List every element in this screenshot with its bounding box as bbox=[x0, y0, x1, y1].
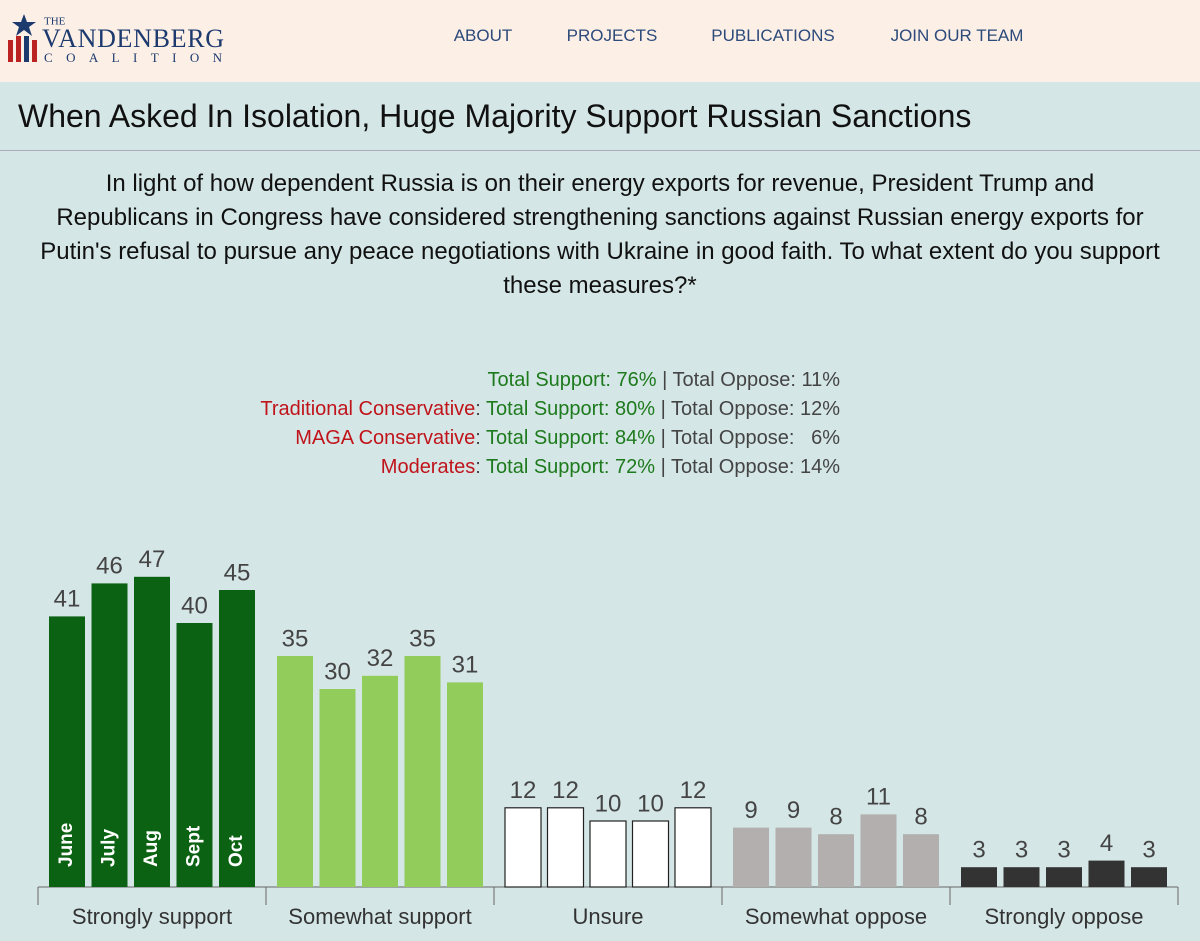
logo-main: VANDENBERG bbox=[42, 24, 224, 53]
x-tick-label: Strongly oppose bbox=[985, 904, 1144, 929]
nav-link[interactable]: ABOUT bbox=[453, 26, 513, 45]
summary-segment: | Total Oppose: 14% bbox=[655, 456, 840, 478]
summary-segment: | Total Oppose: 12% bbox=[655, 398, 840, 420]
value-label: 12 bbox=[510, 777, 537, 804]
logo-stripe bbox=[8, 40, 13, 62]
value-label: 10 bbox=[595, 790, 622, 817]
value-label: 35 bbox=[409, 625, 436, 652]
summary-segment: MAGA Conservative bbox=[295, 427, 476, 449]
value-label: 3 bbox=[972, 837, 985, 864]
bar bbox=[546, 807, 585, 888]
value-label: 45 bbox=[224, 559, 251, 586]
value-label: 4 bbox=[1100, 830, 1113, 857]
value-label: 3 bbox=[1057, 837, 1070, 864]
bar bbox=[219, 590, 255, 887]
summary-segment: Total Support: 80% bbox=[480, 398, 656, 420]
bar bbox=[1003, 867, 1040, 887]
bar bbox=[631, 820, 670, 888]
value-label: 12 bbox=[552, 777, 579, 804]
bar bbox=[589, 820, 627, 888]
bar bbox=[362, 675, 398, 887]
summary-segment: | Total Oppose: 11% bbox=[656, 369, 840, 391]
series-label: Aug bbox=[141, 830, 162, 867]
logo[interactable]: THE VANDENBERG COALITION bbox=[0, 0, 240, 82]
series-label: Oct bbox=[226, 835, 247, 867]
value-label: 32 bbox=[367, 645, 394, 672]
value-label: 41 bbox=[54, 586, 81, 613]
bar bbox=[277, 656, 313, 887]
value-label: 11 bbox=[866, 784, 891, 811]
nav-link[interactable]: PUBLICATIONS bbox=[711, 26, 835, 45]
bar bbox=[1046, 867, 1082, 887]
summary-segment: Total Support: 84% bbox=[480, 427, 656, 449]
logo-sub: COALITION bbox=[44, 50, 223, 65]
divider bbox=[0, 150, 1200, 151]
bar bbox=[1088, 860, 1125, 887]
bar bbox=[49, 616, 85, 887]
bar bbox=[504, 807, 542, 888]
value-label: 12 bbox=[680, 777, 707, 804]
series-label: Sept bbox=[184, 825, 205, 867]
x-tick-label: Somewhat support bbox=[288, 904, 471, 929]
bar bbox=[903, 834, 939, 887]
value-label: 47 bbox=[139, 546, 166, 573]
logo-stripe bbox=[32, 40, 37, 62]
value-label: 3 bbox=[1015, 837, 1028, 864]
summary-line: Traditional Conservative: Total Support:… bbox=[260, 395, 840, 424]
summary: Total Support: 76% | Total Oppose: 11% Tr… bbox=[260, 366, 840, 482]
summary-line: Moderates: Total Support: 72% | Total Op… bbox=[260, 453, 840, 482]
value-label: 31 bbox=[452, 652, 479, 679]
nav-link[interactable]: PROJECTS bbox=[566, 26, 658, 45]
logo-star bbox=[12, 14, 36, 36]
nav-link[interactable]: JOIN OUR TEAM bbox=[890, 26, 1024, 45]
value-label: 46 bbox=[96, 553, 123, 580]
value-label: 8 bbox=[914, 804, 927, 831]
chart: Strongly support 41 June 46 July 47 Aug 40 Sept 4… bbox=[37, 546, 1179, 929]
summary-segment: Total Support: 72% bbox=[480, 456, 656, 478]
summary-line: Total Support: 76% | Total Oppose: 11% bbox=[260, 366, 840, 395]
bar bbox=[775, 827, 812, 887]
bar bbox=[404, 656, 441, 887]
chart-subtitle: In light of how dependent Russia is on t… bbox=[40, 170, 1160, 299]
value-label: 8 bbox=[829, 804, 842, 831]
bar bbox=[1131, 867, 1167, 887]
summary-segment: | Total Oppose: 6% bbox=[655, 427, 840, 449]
bar bbox=[319, 689, 356, 887]
summary-segment: : bbox=[475, 427, 481, 449]
value-label: 3 bbox=[1142, 837, 1155, 864]
bar bbox=[447, 682, 483, 887]
bar bbox=[674, 807, 712, 888]
series-label: July bbox=[99, 829, 120, 867]
summary-segment: : bbox=[475, 456, 481, 478]
bar bbox=[961, 867, 997, 887]
value-label: 30 bbox=[324, 658, 351, 685]
series-label: June bbox=[56, 823, 77, 867]
summary-segment: Traditional Conservative bbox=[260, 398, 476, 420]
x-tick-label: Strongly support bbox=[72, 904, 232, 929]
bar bbox=[134, 576, 170, 887]
bar bbox=[91, 583, 128, 887]
summary-segment: : bbox=[475, 398, 481, 420]
chart-title: When Asked In Isolation, Huge Majority S… bbox=[18, 98, 972, 134]
value-label: 9 bbox=[787, 797, 800, 824]
value-label: 40 bbox=[181, 592, 208, 619]
bar bbox=[733, 827, 769, 887]
header: THE VANDENBERG COALITION ABOUT PROJECTS … bbox=[0, 0, 1200, 82]
summary-segment: Total Support: 76% bbox=[487, 369, 657, 391]
summary-segment: Moderates bbox=[380, 456, 476, 478]
logo-small: THE bbox=[44, 16, 66, 28]
value-label: 10 bbox=[637, 790, 664, 817]
bar bbox=[818, 834, 854, 887]
bar bbox=[860, 814, 897, 887]
logo-stripe bbox=[16, 36, 21, 62]
x-tick-label: Somewhat oppose bbox=[745, 904, 927, 929]
bar bbox=[176, 623, 213, 887]
value-label: 9 bbox=[744, 797, 757, 824]
value-label: 35 bbox=[282, 625, 309, 652]
logo-stripe bbox=[24, 36, 29, 62]
summary-line: MAGA Conservative: Total Support: 84% | … bbox=[260, 424, 840, 453]
x-tick-label: Unsure bbox=[573, 904, 644, 929]
